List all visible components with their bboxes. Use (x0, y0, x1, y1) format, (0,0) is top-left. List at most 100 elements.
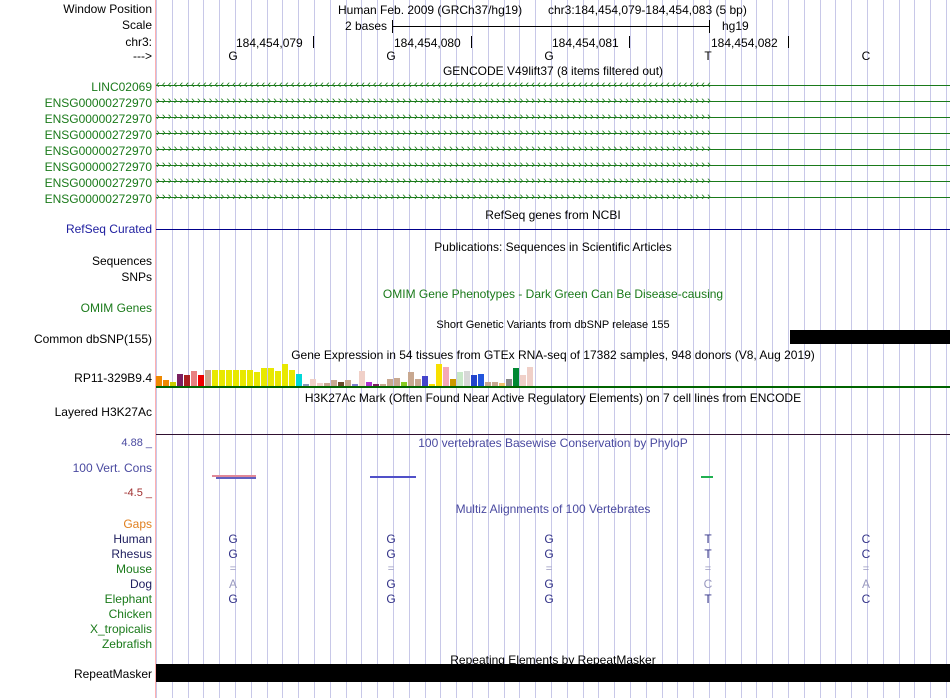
gtex-tissue-bar[interactable] (177, 373, 183, 387)
gtex-tissue-bar[interactable] (317, 383, 323, 387)
species-label-human[interactable]: Human (113, 532, 152, 546)
gtex-tissue-bar[interactable] (275, 371, 281, 387)
scale-value: 2 bases (345, 19, 388, 33)
gtex-tissue-bar[interactable] (527, 367, 533, 387)
gtex-tissue-bar[interactable] (191, 371, 197, 387)
gtex-tissue-bar[interactable] (156, 376, 162, 387)
ruler-tick-label: 184,454,082 (711, 36, 778, 50)
refseq-feature-line (156, 229, 950, 230)
gtex-tissue-bar[interactable] (163, 380, 169, 387)
gtex-tissue-bar[interactable] (478, 373, 484, 387)
gtex-tissue-bar[interactable] (331, 380, 337, 387)
gencode-gene-label[interactable]: ENSG00000272970 (44, 144, 152, 158)
common-dbsnp-label[interactable]: Common dbSNP(155) (33, 332, 152, 346)
gtex-tissue-bar[interactable] (373, 384, 379, 387)
gtex-tissue-bar[interactable] (366, 381, 372, 387)
gtex-tissue-bar[interactable] (261, 368, 267, 387)
gtex-tissue-bar[interactable] (415, 379, 421, 387)
gtex-tissue-bar[interactable] (408, 372, 414, 387)
gtex-tissue-bar[interactable] (282, 364, 288, 387)
gtex-tissue-bar[interactable] (170, 381, 176, 387)
gencode-gene-row[interactable]: ››››››››››››››››››››››››››››››››››››››››… (156, 112, 950, 123)
gtex-tissue-bar[interactable] (198, 375, 204, 387)
gtex-gene-label[interactable]: RP11-329B9.4 (74, 371, 152, 385)
repeatmasker-label[interactable]: RepeatMasker (73, 667, 152, 681)
species-label-xtropicalis[interactable]: X_tropicalis (89, 622, 152, 636)
gtex-tissue-bar[interactable] (387, 379, 393, 387)
gtex-tissue-bar[interactable] (296, 373, 302, 387)
gencode-gene-row[interactable]: ››››››››››››››››››››››››››››››››››››››››… (156, 128, 950, 139)
gtex-expression-barchart[interactable] (156, 363, 536, 387)
gencode-gene-row[interactable]: ››››››››››››››››››››››››››››››››››››››››… (156, 192, 950, 203)
gtex-tissue-bar[interactable] (219, 369, 225, 387)
species-label-rhesus[interactable]: Rhesus (111, 547, 152, 561)
gtex-tissue-bar[interactable] (520, 375, 526, 387)
ruler-tick-label: 184,454,081 (552, 36, 619, 50)
gtex-tissue-bar[interactable] (352, 384, 358, 387)
gencode-gene-label[interactable]: ENSG00000272970 (44, 128, 152, 142)
gencode-gene-row[interactable]: ››››››››››››››››››››››››››››››››››››››››… (156, 96, 950, 107)
gtex-tissue-bar[interactable] (303, 384, 309, 387)
gaps-label[interactable]: Gaps (123, 517, 152, 531)
species-label-dog[interactable]: Dog (129, 577, 152, 591)
gencode-gene-label[interactable]: ENSG00000272970 (44, 160, 152, 174)
gtex-tissue-bar[interactable] (485, 381, 491, 387)
ruler-tick-mark (629, 36, 630, 48)
gene-body-line (156, 181, 950, 182)
species-label-chicken[interactable]: Chicken (108, 607, 152, 621)
gencode-gene-label[interactable]: ENSG00000272970 (44, 112, 152, 126)
gtex-tissue-bar[interactable] (240, 369, 246, 387)
conservation-label[interactable]: 100 Vert. Cons (72, 461, 152, 475)
species-label-mouse[interactable]: Mouse (115, 562, 152, 576)
layered-h3k27ac-label[interactable]: Layered H3K27Ac (54, 405, 152, 419)
gtex-tissue-bar[interactable] (247, 369, 253, 387)
species-label-zebrafish[interactable]: Zebrafish (101, 637, 152, 651)
gtex-tissue-bar[interactable] (254, 372, 260, 387)
gtex-tissue-bar[interactable] (380, 384, 386, 387)
gtex-tissue-bar[interactable] (471, 375, 477, 387)
gtex-tissue-bar[interactable] (443, 367, 449, 387)
gtex-tissue-bar[interactable] (184, 375, 190, 387)
refseq-curated-label[interactable]: RefSeq Curated (65, 222, 152, 236)
gtex-tissue-bar[interactable] (268, 368, 274, 387)
repeatmasker-feature-block[interactable] (156, 664, 950, 682)
dbsnp-variant-block[interactable] (790, 330, 950, 344)
gtex-tissue-bar[interactable] (289, 369, 295, 387)
gtex-tissue-bar[interactable] (359, 371, 365, 387)
gtex-tissue-bar[interactable] (401, 381, 407, 387)
gencode-gene-row[interactable]: ››››››››››››››››››››››››››››››››››››››››… (156, 144, 950, 155)
conservation-plot[interactable] (156, 437, 950, 499)
gencode-gene-label[interactable]: LINC02069 (91, 80, 152, 94)
gtex-tissue-bar[interactable] (513, 368, 519, 387)
gtex-tissue-bar[interactable] (464, 371, 470, 387)
gtex-tissue-bar[interactable] (345, 380, 351, 387)
gtex-tissue-bar[interactable] (450, 379, 456, 387)
gtex-tissue-bar[interactable] (338, 381, 344, 387)
gencode-gene-row[interactable]: ››››››››››››››››››››››››››››››››››››››››… (156, 160, 950, 171)
species-label-elephant[interactable]: Elephant (104, 592, 152, 606)
gtex-tissue-bar[interactable] (205, 369, 211, 387)
gtex-tissue-bar[interactable] (436, 364, 442, 387)
gtex-tissue-bar[interactable] (429, 384, 435, 387)
gencode-gene-label[interactable]: ENSG00000272970 (44, 176, 152, 190)
gtex-tissue-bar[interactable] (499, 383, 505, 387)
ruler-tick-label: 184,454,080 (394, 36, 461, 50)
gtex-tissue-bar[interactable] (506, 379, 512, 387)
gtex-tissue-bar[interactable] (394, 377, 400, 387)
gencode-gene-label[interactable]: ENSG00000272970 (44, 192, 152, 206)
gtex-tissue-bar[interactable] (226, 369, 232, 387)
gtex-tissue-bar[interactable] (310, 379, 316, 387)
gtex-tissue-bar[interactable] (233, 369, 239, 387)
gtex-tissue-bar[interactable] (324, 383, 330, 387)
gencode-gene-row[interactable]: ‹‹‹‹‹‹‹‹‹‹‹‹‹‹‹‹‹‹‹‹‹‹‹‹‹‹‹‹‹‹‹‹‹‹‹‹‹‹‹‹… (156, 80, 950, 91)
alignment-base: G (228, 547, 238, 561)
gtex-tissue-bar[interactable] (212, 369, 218, 387)
gtex-tissue-bar[interactable] (457, 372, 463, 387)
publications-snps-label[interactable]: SNPs (121, 270, 152, 284)
gencode-gene-row[interactable]: ››››››››››››››››››››››››››››››››››››››››… (156, 176, 950, 187)
publications-sequences-label[interactable]: Sequences (91, 254, 152, 268)
omim-genes-label[interactable]: OMIM Genes (80, 301, 152, 315)
gtex-tissue-bar[interactable] (492, 381, 498, 387)
gencode-gene-label[interactable]: ENSG00000272970 (44, 96, 152, 110)
gtex-tissue-bar[interactable] (422, 376, 428, 387)
